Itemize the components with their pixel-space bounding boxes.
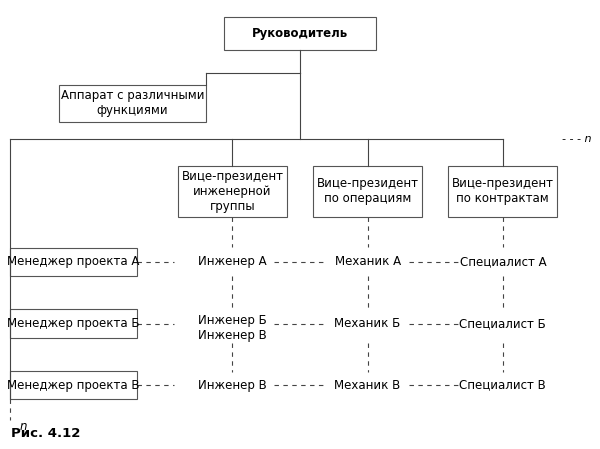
Text: Механик В: Механик В <box>334 379 401 392</box>
Text: Инженер В: Инженер В <box>198 379 267 392</box>
Text: Механик А: Механик А <box>335 255 401 269</box>
Text: n: n <box>19 419 27 432</box>
Text: Менеджер проекта А: Менеджер проекта А <box>7 255 140 269</box>
FancyBboxPatch shape <box>313 166 422 217</box>
Text: - - - n: - - - n <box>562 134 592 144</box>
Text: Руководитель: Руководитель <box>252 26 348 40</box>
Text: Рис. 4.12: Рис. 4.12 <box>11 427 80 440</box>
Text: Специалист В: Специалист В <box>460 379 546 392</box>
Text: Инженер А: Инженер А <box>198 255 266 269</box>
Text: Аппарат с различными
функциями: Аппарат с различными функциями <box>61 89 204 118</box>
Text: Вице-президент
инженерной
группы: Вице-президент инженерной группы <box>181 170 283 213</box>
Text: Механик Б: Механик Б <box>334 317 401 330</box>
FancyBboxPatch shape <box>10 371 137 400</box>
FancyBboxPatch shape <box>224 17 376 49</box>
Text: Менеджер проекта Б: Менеджер проекта Б <box>7 317 140 330</box>
FancyBboxPatch shape <box>59 85 206 122</box>
Text: Вице-президент
по контрактам: Вице-президент по контрактам <box>452 177 554 206</box>
FancyBboxPatch shape <box>448 166 557 217</box>
Text: Менеджер проекта В: Менеджер проекта В <box>7 379 140 392</box>
FancyBboxPatch shape <box>10 247 137 276</box>
Text: Специалист А: Специалист А <box>460 255 546 269</box>
Text: Инженер Б
Инженер В: Инженер Б Инженер В <box>198 314 267 342</box>
Text: Вице-президент
по операциям: Вице-президент по операциям <box>317 177 419 206</box>
Text: Специалист Б: Специалист Б <box>460 317 546 330</box>
FancyBboxPatch shape <box>10 309 137 338</box>
FancyBboxPatch shape <box>178 166 287 217</box>
